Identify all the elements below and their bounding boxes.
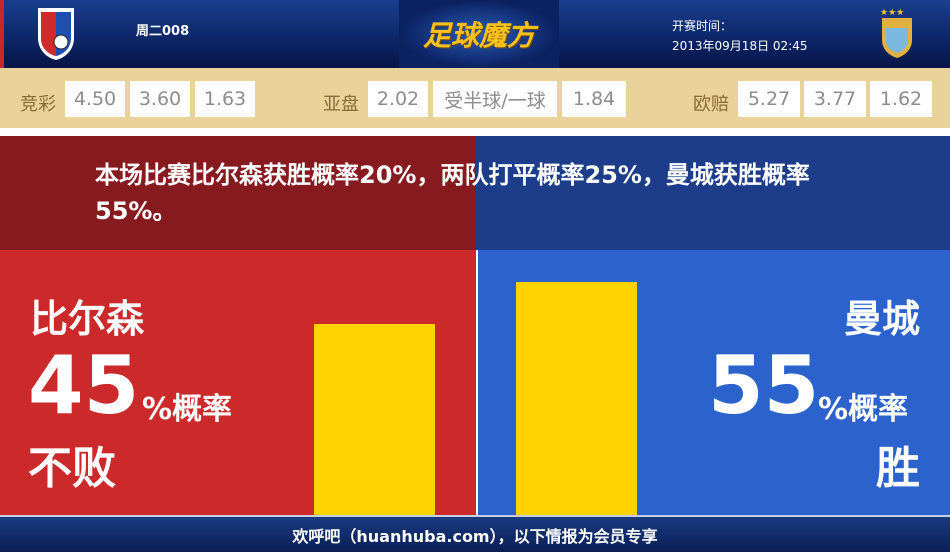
kickoff-time: 2013年09月18日 02:45 <box>672 39 808 53</box>
yapan-label: 亚盘 <box>323 94 359 115</box>
away-percent-label: %概率 <box>818 392 909 427</box>
jingcai-label: 竞彩 <box>20 94 56 115</box>
match-number: 周二008 <box>136 24 190 39</box>
svg-text:★★★: ★★★ <box>880 8 904 18</box>
summary-panel-right <box>476 136 950 250</box>
yapan-handicap: 受半球/一球 <box>433 81 557 117</box>
away-team-name: 曼城 <box>843 297 920 341</box>
ouzhi-odd: 3.77 <box>804 81 866 117</box>
home-percent-label: %概率 <box>142 392 233 427</box>
ouzhi-label: 欧赔 <box>693 94 729 115</box>
away-team-logo: ★★★ <box>880 8 912 58</box>
jingcai-odd: 1.63 <box>195 81 255 117</box>
home-team-logo <box>38 8 74 60</box>
header: 周二008 足球魔方 开赛时间： 2013年09月18日 02:45 ★★★ <box>0 0 950 68</box>
footer-banner: 欢呼吧（huanhuba.com），以下情报为会员专享 <box>0 515 950 552</box>
jingcai-odd: 4.50 <box>65 81 125 117</box>
home-team-name: 比尔森 <box>30 297 145 341</box>
away-percent: 55 <box>708 339 820 432</box>
summary-panel-left <box>0 136 476 250</box>
home-percent: 45 <box>28 339 140 432</box>
odds-bar: 竞彩 4.50 3.60 1.63 亚盘 2.02 受半球/一球 1.84 欧赔… <box>0 68 950 132</box>
yapan-odd: 2.02 <box>368 81 428 117</box>
ouzhi-odd: 5.27 <box>738 81 800 117</box>
away-probability-bar <box>516 282 637 515</box>
home-probability-bar <box>314 324 435 515</box>
ouzhi-odd: 1.62 <box>870 81 932 117</box>
yapan-odd: 1.84 <box>562 81 626 117</box>
home-result: 不败 <box>28 443 116 494</box>
brand-logo: 足球魔方 <box>399 0 559 68</box>
away-result: 胜 <box>876 443 920 494</box>
kickoff-label: 开赛时间： <box>672 19 733 33</box>
jingcai-odd: 3.60 <box>130 81 190 117</box>
prediction-summary: 本场比赛比尔森获胜概率20%，两队打平概率25%，曼城获胜概率55%。 <box>95 161 810 225</box>
